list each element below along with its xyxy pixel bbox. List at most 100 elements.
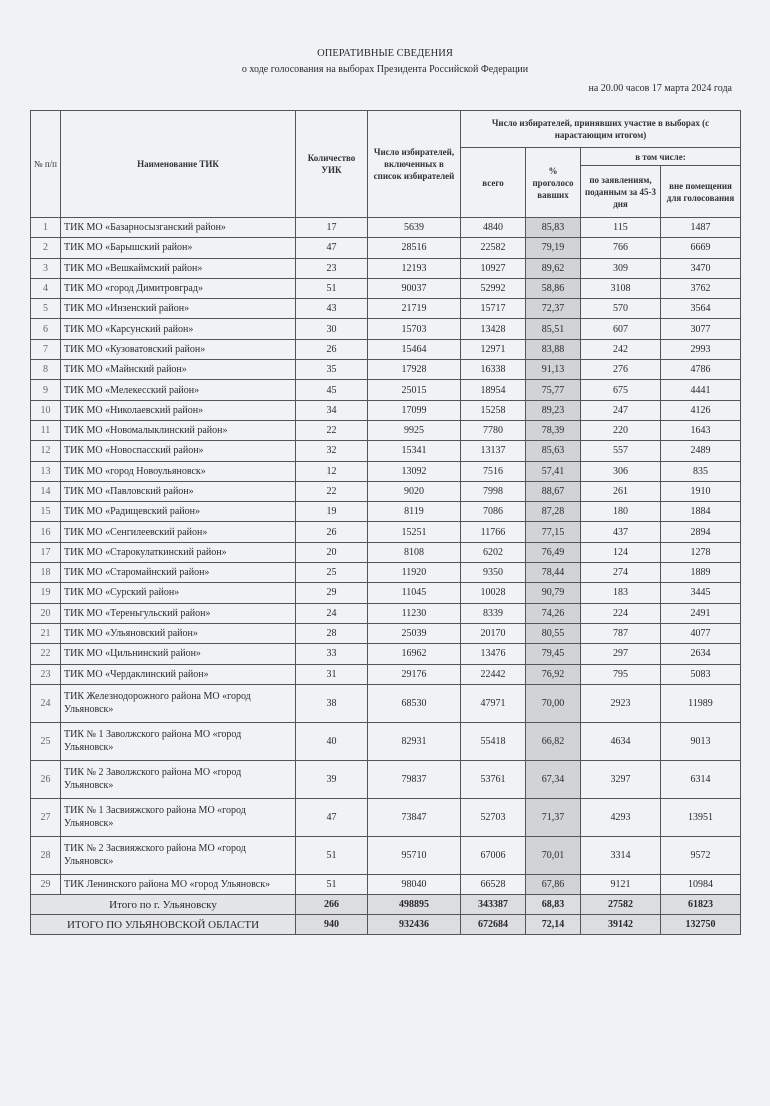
early-votes: 297: [580, 643, 661, 665]
outside-votes: 13951: [660, 797, 741, 837]
outside-votes: 61823: [660, 894, 741, 916]
early-votes: 2923: [580, 683, 661, 723]
tik-name: ТИК МО «Барышский район»: [60, 237, 296, 259]
turnout-percent: 72,14: [525, 914, 581, 936]
turnout-percent: 76,92: [525, 663, 581, 685]
uik-count: 19: [295, 501, 368, 523]
voted-total: 10028: [460, 582, 526, 604]
row-number: 9: [30, 379, 61, 401]
voted-total: 672684: [460, 914, 526, 936]
turnout-percent: 74,26: [525, 602, 581, 624]
outside-votes: 11989: [660, 683, 741, 723]
tik-name: ТИК № 2 Заволжского района МО «город Уль…: [60, 759, 296, 799]
table-row: 9 ТИК МО «Мелекесский район» 45 25015 18954 7…: [30, 379, 741, 401]
table-row: 7 ТИК МО «Кузоватовский район» 26 15464 1297…: [30, 338, 741, 361]
uik-count: 12: [295, 460, 368, 482]
outside-votes: 4126: [660, 399, 741, 421]
turnout-percent: 80,55: [525, 622, 581, 645]
voters-count: 5639: [367, 216, 461, 239]
row-number: 5: [30, 298, 61, 320]
voted-total: 7086: [460, 501, 526, 523]
outside-votes: 835: [660, 460, 741, 482]
voted-total: 66528: [460, 873, 526, 896]
turnout-percent: 67,86: [525, 873, 581, 896]
voted-total: 343387: [460, 894, 526, 916]
uik-count: 30: [295, 318, 368, 340]
turnout-percent: 87,28: [525, 501, 581, 523]
table-row: 16 ТИК МО «Сенгилеевский район» 26 15251 117…: [30, 521, 741, 543]
table-row: 18 ТИК МО «Старомайнский район» 25 11920 935…: [30, 562, 741, 584]
voted-total: 13137: [460, 440, 526, 462]
uik-count: 51: [295, 835, 368, 875]
tik-name: ТИК МО «Карсунский район»: [60, 318, 296, 340]
voted-total: 52703: [460, 797, 526, 837]
table-row: 27 ТИК № 1 Засвияжского района МО «город …: [30, 797, 741, 837]
row-number: 26: [30, 759, 61, 799]
outside-votes: 1910: [660, 480, 741, 503]
row-number: 18: [30, 562, 61, 584]
row-number: 19: [30, 582, 61, 604]
row-number: 14: [30, 480, 61, 503]
row-number: 4: [30, 277, 61, 300]
turnout-percent: 85,51: [525, 318, 581, 340]
header-num: № п/п: [30, 110, 61, 218]
voters-count: 82931: [367, 721, 461, 761]
table-row: 23 ТИК МО «Чердаклинский район» 31 29176 224…: [30, 663, 741, 685]
header-including: в том числе:: [580, 147, 741, 166]
table-row: 14 ТИК МО «Павловский район» 22 9020 7998 88,…: [30, 480, 741, 503]
early-votes: 115: [580, 216, 661, 239]
uik-count: 23: [295, 257, 368, 279]
tik-name: ТИК МО «Новоспасский район»: [60, 440, 296, 462]
early-votes: 3297: [580, 759, 661, 799]
row-number: 11: [30, 419, 61, 442]
turnout-percent: 70,01: [525, 835, 581, 875]
outside-votes: 3470: [660, 257, 741, 279]
tik-name: ТИК МО «город Димитровград»: [60, 277, 296, 300]
table-row: 12 ТИК МО «Новоспасский район» 32 15341 1313…: [30, 440, 741, 462]
header-pct: % проголосо вавших: [525, 147, 581, 218]
voters-count: 28516: [367, 237, 461, 259]
outside-votes: 2993: [660, 338, 741, 361]
early-votes: 9121: [580, 873, 661, 896]
voted-total: 53761: [460, 759, 526, 799]
outside-votes: 4441: [660, 379, 741, 401]
voters-count: 15703: [367, 318, 461, 340]
uik-count: 38: [295, 683, 368, 723]
turnout-percent: 83,88: [525, 338, 581, 361]
uik-count: 34: [295, 399, 368, 421]
uik-count: 24: [295, 602, 368, 624]
early-votes: 4634: [580, 721, 661, 761]
voters-count: 8108: [367, 541, 461, 564]
turnout-percent: 66,82: [525, 721, 581, 761]
early-votes: 3314: [580, 835, 661, 875]
uik-count: 20: [295, 541, 368, 564]
outside-votes: 1884: [660, 501, 741, 523]
row-number: 28: [30, 835, 61, 875]
early-votes: 220: [580, 419, 661, 442]
turnout-percent: 79,45: [525, 643, 581, 665]
turnout-percent: 76,49: [525, 541, 581, 564]
early-votes: 4293: [580, 797, 661, 837]
row-number: 23: [30, 663, 61, 685]
outside-votes: 2491: [660, 602, 741, 624]
voters-count: 17928: [367, 359, 461, 381]
voted-total: 16338: [460, 359, 526, 381]
turnout-percent: 58,86: [525, 277, 581, 300]
table-row: 8 ТИК МО «Майнский район» 35 17928 16338 91,1…: [30, 359, 741, 381]
city-total-row: Итого по г. Ульяновску 266 498895 343387 68,…: [30, 894, 741, 916]
early-votes: 124: [580, 541, 661, 564]
table-row: 26 ТИК № 2 Заволжского района МО «город У…: [30, 759, 741, 799]
uik-count: 47: [295, 797, 368, 837]
turnout-percent: 78,44: [525, 562, 581, 584]
region-total-row: ИТОГО ПО УЛЬЯНОВСКОЙ ОБЛАСТИ 940 932436 672…: [30, 914, 741, 936]
tik-name: ТИК МО «Новомалыклинский район»: [60, 419, 296, 442]
row-number: 6: [30, 318, 61, 340]
voted-total: 22442: [460, 663, 526, 685]
row-number: 7: [30, 338, 61, 361]
row-number: 27: [30, 797, 61, 837]
early-votes: 183: [580, 582, 661, 604]
table-row: 21 ТИК МО «Ульяновский район» 28 25039 20170…: [30, 622, 741, 645]
tik-name: ТИК № 1 Засвияжского района МО «город Ул…: [60, 797, 296, 837]
early-votes: 570: [580, 298, 661, 320]
voters-count: 95710: [367, 835, 461, 875]
